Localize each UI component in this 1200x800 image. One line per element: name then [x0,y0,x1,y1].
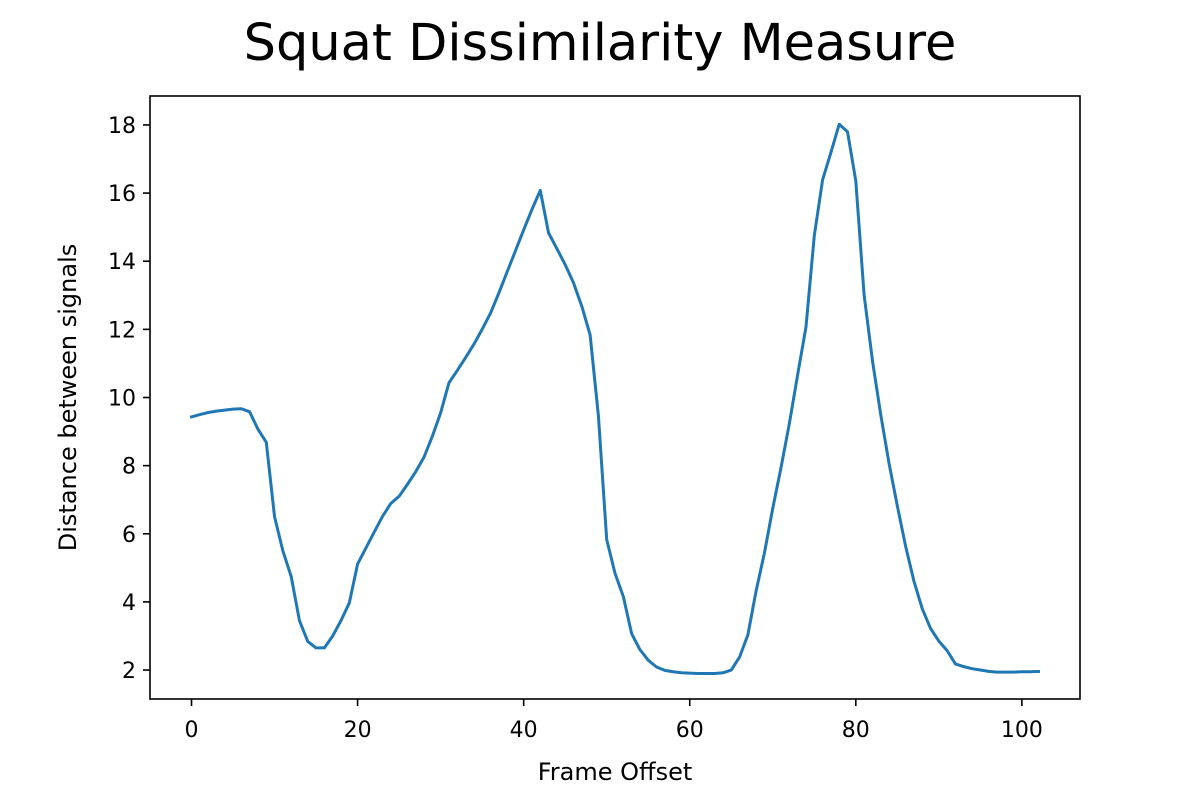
x-axis-label: Frame Offset [538,758,693,786]
x-tick-label: 40 [510,718,538,743]
x-tick-label: 60 [676,718,704,743]
x-tick-label: 20 [344,718,372,743]
y-tick-label: 16 [108,182,136,207]
y-tick-label: 12 [108,318,136,343]
y-axis-ticks: 2 4 6 8 10 12 14 16 18 [108,114,150,684]
y-tick-label: 2 [122,659,136,684]
y-tick-label: 4 [122,591,136,616]
x-tick-label: 80 [842,718,870,743]
y-tick-label: 6 [122,523,136,548]
series-line [189,122,1041,675]
y-tick-label: 8 [122,455,136,480]
chart-title: Squat Dissimilarity Measure [244,14,957,73]
x-tick-label: 0 [185,718,199,743]
y-tick-label: 10 [108,387,136,412]
y-tick-label: 18 [108,114,136,139]
y-axis-label: Distance between signals [54,244,82,551]
y-tick-label: 14 [108,250,136,275]
x-axis-ticks: 0 20 40 60 80 100 [185,699,1043,743]
x-tick-label: 100 [1001,718,1043,743]
plot-area-frame [149,95,1081,700]
